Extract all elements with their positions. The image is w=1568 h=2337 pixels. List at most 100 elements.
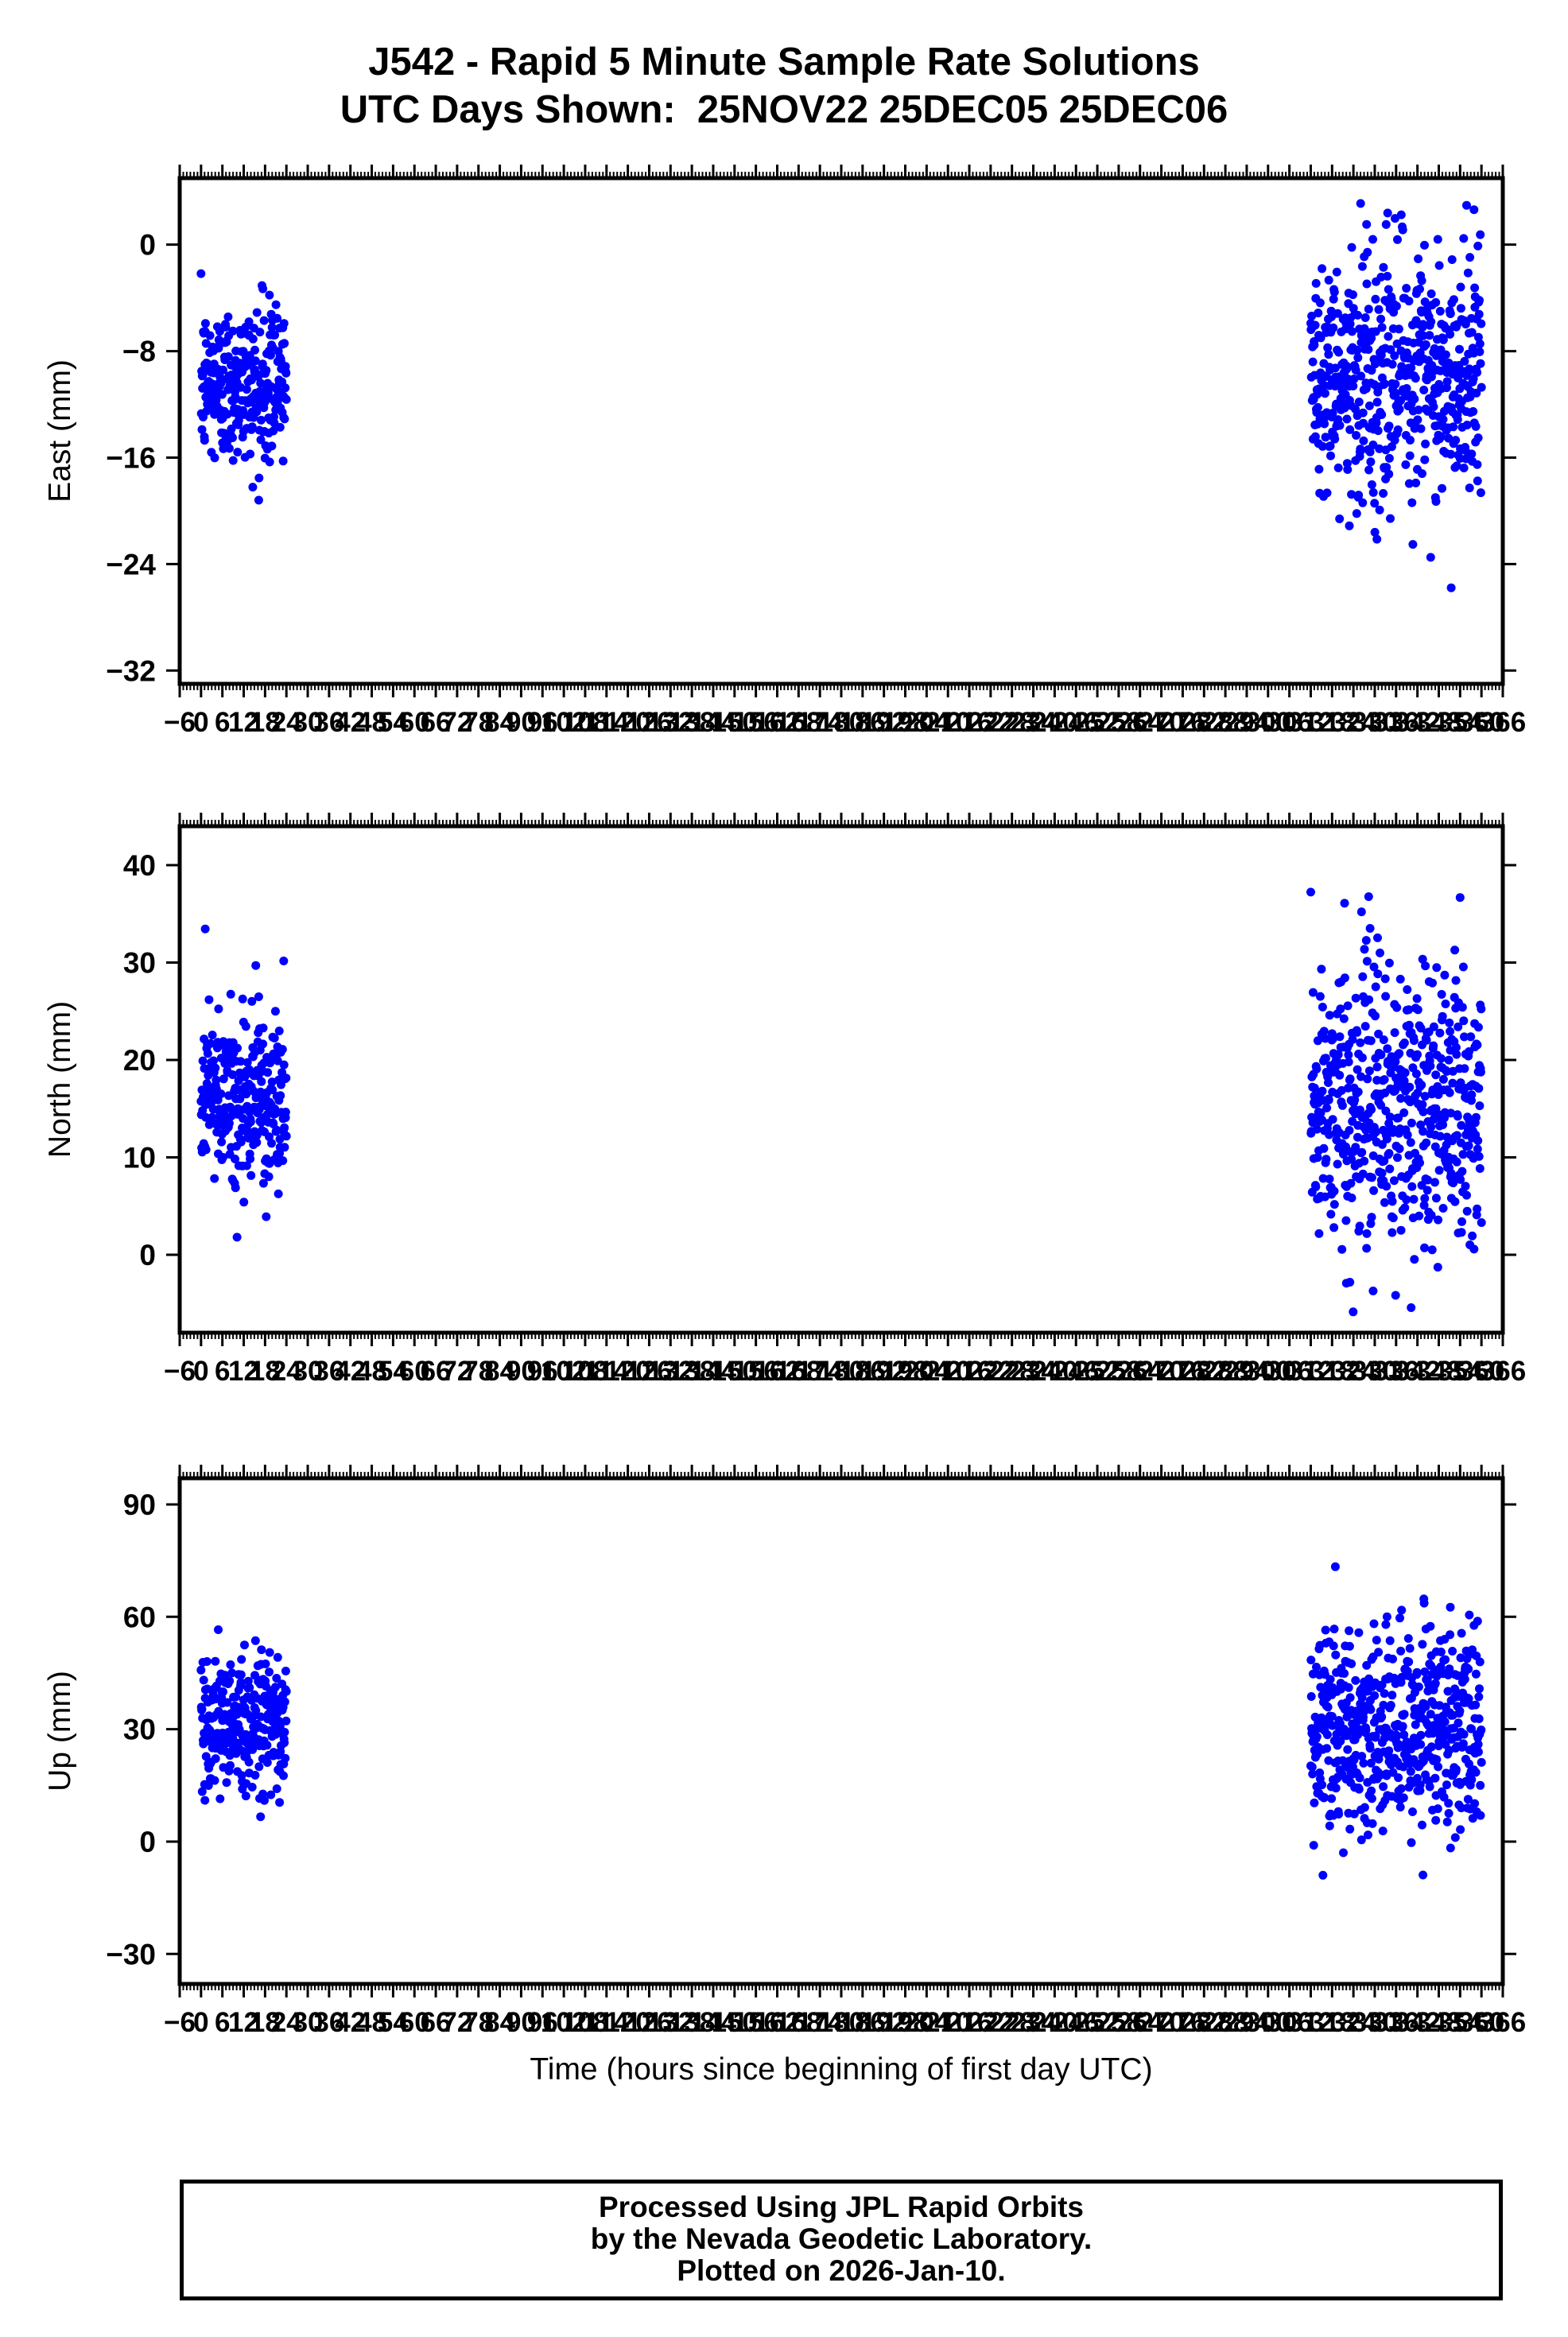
- data-point: [1352, 431, 1361, 440]
- data-point: [1451, 1042, 1461, 1052]
- data-point: [243, 1058, 252, 1067]
- data-point: [1438, 1011, 1447, 1021]
- data-point: [1383, 1044, 1392, 1054]
- data-point: [1360, 1022, 1370, 1031]
- data-point: [221, 322, 231, 332]
- x-tick-label: 96: [527, 707, 558, 738]
- data-point: [1385, 1112, 1395, 1122]
- data-point: [1453, 1131, 1461, 1140]
- data-point: [1378, 1827, 1388, 1836]
- data-point: [1344, 1058, 1353, 1066]
- x-tick-label: 300: [1245, 707, 1291, 738]
- data-point: [1393, 1153, 1402, 1163]
- data-point: [211, 1063, 220, 1073]
- x-tick-label: 150: [712, 1356, 758, 1387]
- data-point: [1406, 1767, 1415, 1776]
- data-point: [1399, 1730, 1409, 1740]
- data-point: [280, 1697, 289, 1706]
- data-point: [242, 1089, 251, 1099]
- data-point: [1357, 1053, 1367, 1062]
- data-point: [1374, 305, 1384, 314]
- data-point: [269, 426, 278, 436]
- data-point: [1388, 1213, 1398, 1223]
- data-point: [208, 1112, 217, 1122]
- data-point: [1453, 1671, 1462, 1680]
- data-point: [1413, 1773, 1422, 1783]
- data-point: [1307, 1762, 1317, 1772]
- data-point: [1414, 406, 1423, 414]
- data-point: [1368, 1287, 1378, 1295]
- data-point: [1464, 1141, 1473, 1151]
- data-point: [1429, 1022, 1438, 1031]
- data-point: [1365, 447, 1375, 456]
- x-tick-label: 72: [441, 1356, 472, 1387]
- data-point: [1388, 1197, 1397, 1206]
- x-tick-label: 30: [293, 707, 324, 738]
- data-point: [1445, 1088, 1454, 1097]
- data-point: [1388, 1654, 1397, 1663]
- data-point: [1328, 409, 1337, 417]
- data-point: [1349, 1809, 1359, 1819]
- data-point: [224, 1119, 234, 1128]
- data-point: [1383, 271, 1392, 281]
- data-point: [263, 389, 273, 398]
- data-point: [219, 1687, 227, 1697]
- y-tick-label: −16: [106, 441, 156, 474]
- data-point: [1319, 1027, 1329, 1036]
- data-point: [1330, 1562, 1340, 1571]
- data-point: [1321, 1625, 1330, 1635]
- x-tick-label: 72: [441, 2007, 472, 2038]
- data-point: [1349, 382, 1358, 390]
- data-point: [1385, 1636, 1395, 1645]
- data-point: [1320, 419, 1329, 429]
- data-point: [1334, 1810, 1344, 1819]
- data-point: [1366, 1036, 1376, 1046]
- data-point: [1404, 479, 1414, 488]
- data-point: [1345, 1126, 1354, 1135]
- data-point: [1337, 1101, 1347, 1110]
- data-point: [1426, 1210, 1436, 1220]
- data-point: [1442, 1780, 1451, 1790]
- data-point: [1364, 1066, 1374, 1076]
- data-point: [1435, 306, 1445, 316]
- x-tick-label: 300: [1245, 2007, 1291, 2038]
- data-point: [281, 368, 291, 378]
- data-point: [1477, 1726, 1486, 1734]
- data-point: [210, 1174, 219, 1183]
- data-point: [240, 1640, 249, 1650]
- data-point: [1472, 388, 1481, 398]
- data-point: [1403, 985, 1412, 994]
- data-point: [1420, 1194, 1430, 1203]
- x-tick-label: 294: [1224, 1356, 1271, 1387]
- data-point: [246, 449, 255, 459]
- data-point: [1342, 364, 1352, 374]
- data-point: [219, 1112, 229, 1122]
- data-point: [280, 1143, 289, 1152]
- data-point: [1444, 1799, 1454, 1808]
- data-point: [1366, 1705, 1376, 1714]
- data-point: [1451, 1764, 1461, 1774]
- data-point: [1399, 1793, 1408, 1803]
- plots-svg: −60 6121824303642485460667278849096102108…: [43, 165, 1526, 2087]
- data-point: [1466, 1032, 1476, 1042]
- data-point: [1370, 527, 1380, 537]
- data-point: [1313, 1036, 1322, 1046]
- data-point: [1340, 899, 1349, 908]
- data-point: [1430, 1773, 1440, 1783]
- data-point: [1458, 962, 1468, 972]
- data-point: [250, 1636, 260, 1645]
- data-point: [1324, 350, 1333, 359]
- data-point: [1450, 1197, 1460, 1206]
- data-point: [1402, 1195, 1411, 1205]
- data-point: [1467, 1090, 1477, 1100]
- y-tick-label: 0: [139, 229, 156, 262]
- data-point: [1314, 1229, 1324, 1238]
- data-point: [1457, 1167, 1467, 1176]
- data-point: [1330, 434, 1340, 444]
- x-tick-label: 162: [754, 1356, 800, 1387]
- data-point: [1430, 1178, 1439, 1187]
- data-point: [1380, 1075, 1389, 1085]
- data-point: [1331, 1784, 1341, 1793]
- data-point: [1345, 1626, 1354, 1636]
- x-tick-label: 60: [399, 707, 430, 738]
